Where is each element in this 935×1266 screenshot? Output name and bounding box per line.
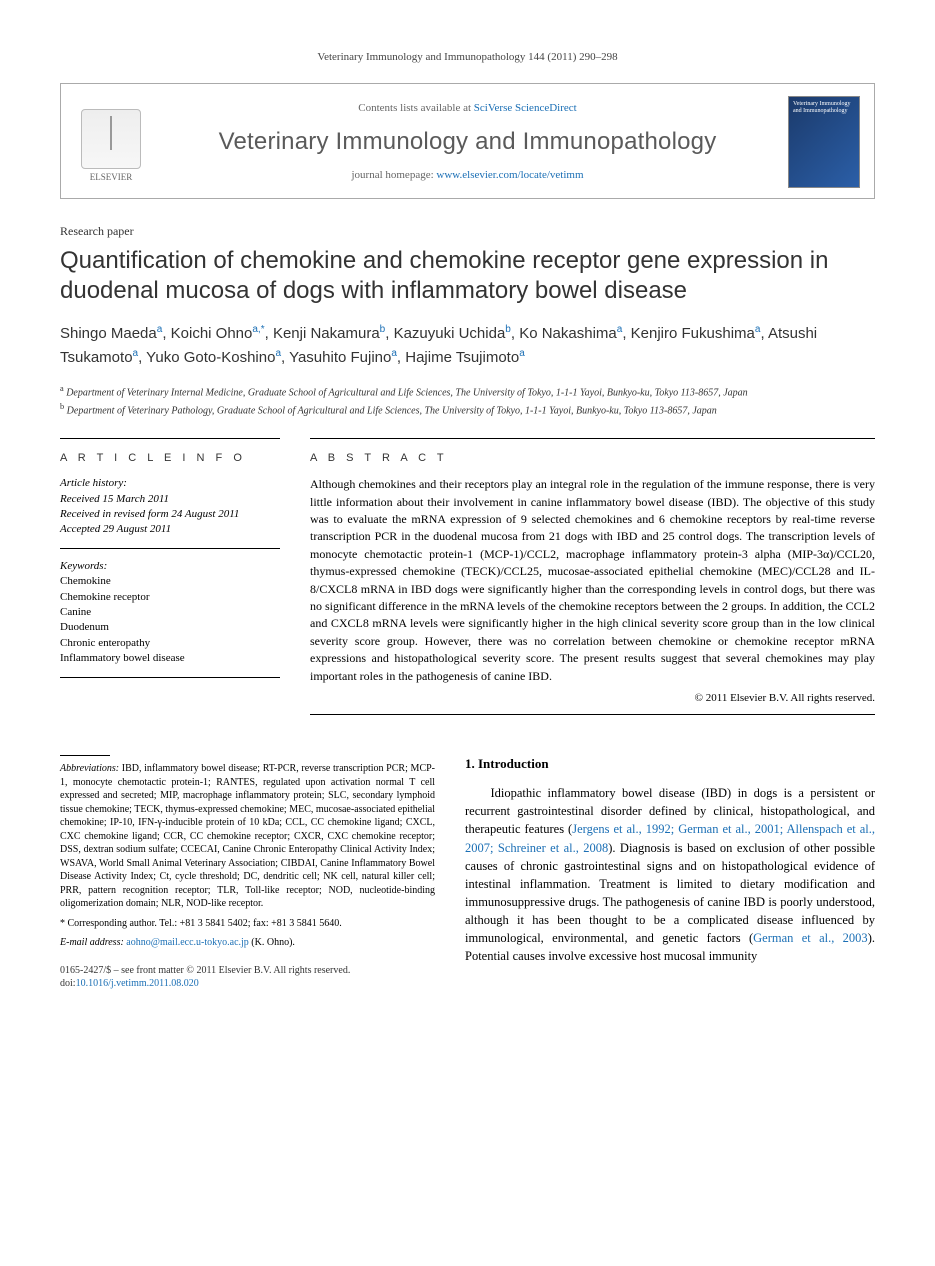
- abstract-heading: A B S T R A C T: [310, 451, 875, 466]
- abbr-label: Abbreviations:: [60, 763, 119, 774]
- journal-header-box: ELSEVIER Contents lists available at Sci…: [60, 83, 875, 199]
- affiliations: a Department of Veterinary Internal Medi…: [60, 383, 875, 418]
- history-line: Received 15 March 2011: [60, 492, 280, 507]
- journal-homepage-link[interactable]: www.elsevier.com/locate/vetimm: [436, 169, 583, 181]
- running-header: Veterinary Immunology and Immunopatholog…: [60, 50, 875, 65]
- article-info-heading: A R T I C L E I N F O: [60, 451, 280, 466]
- copyright-footer: 0165-2427/$ – see front matter © 2011 El…: [60, 964, 435, 990]
- abbreviations-footnote: Abbreviations: IBD, inflammatory bowel d…: [60, 762, 435, 911]
- publisher-name: ELSEVIER: [90, 171, 133, 184]
- article-type: Research paper: [60, 223, 875, 240]
- email-footnote: E-mail address: aohno@mail.ecc.u-tokyo.a…: [60, 936, 435, 950]
- article-history: Article history: Received 15 March 2011 …: [60, 476, 280, 549]
- introduction-column: 1. Introduction Idiopathic inflammatory …: [465, 755, 875, 990]
- email-owner: (K. Ohno).: [251, 937, 295, 948]
- contents-line: Contents lists available at SciVerse Sci…: [161, 101, 774, 116]
- corresponding-email-link[interactable]: aohno@mail.ecc.u-tokyo.ac.jp: [126, 937, 249, 948]
- author-list: Shingo Maedaa, Koichi Ohnoa,*, Kenji Nak…: [60, 322, 875, 369]
- abbr-text: IBD, inflammatory bowel disease; RT-PCR,…: [60, 763, 435, 909]
- journal-name: Veterinary Immunology and Immunopatholog…: [161, 125, 774, 159]
- citation-link[interactable]: German et al., 2003: [753, 931, 868, 945]
- corresponding-author-footnote: * Corresponding author. Tel.: +81 3 5841…: [60, 917, 435, 931]
- journal-homepage-line: journal homepage: www.elsevier.com/locat…: [161, 168, 774, 183]
- email-label: E-mail address:: [60, 937, 124, 948]
- elsevier-tree-icon: [81, 109, 141, 169]
- keyword: Canine: [60, 605, 280, 620]
- affiliation-line: a Department of Veterinary Internal Medi…: [60, 383, 875, 400]
- keywords-title: Keywords:: [60, 559, 280, 574]
- corr-label: * Corresponding author.: [60, 918, 157, 929]
- contents-prefix: Contents lists available at: [358, 102, 473, 114]
- doi-link[interactable]: 10.1016/j.vetimm.2011.08.020: [76, 978, 199, 989]
- history-line: Received in revised form 24 August 2011: [60, 507, 280, 522]
- introduction-paragraph: Idiopathic inflammatory bowel disease (I…: [465, 784, 875, 965]
- affiliation-line: b Department of Veterinary Pathology, Gr…: [60, 401, 875, 418]
- sciencedirect-link[interactable]: SciVerse ScienceDirect: [474, 102, 577, 114]
- footnotes-column: Abbreviations: IBD, inflammatory bowel d…: [60, 755, 435, 990]
- introduction-heading: 1. Introduction: [465, 755, 875, 774]
- history-title: Article history:: [60, 476, 280, 491]
- front-matter-line: 0165-2427/$ – see front matter © 2011 El…: [60, 964, 435, 977]
- keyword: Chemokine: [60, 574, 280, 589]
- abstract-copyright: © 2011 Elsevier B.V. All rights reserved…: [310, 691, 875, 706]
- homepage-prefix: journal homepage:: [351, 169, 436, 181]
- article-title: Quantification of chemokine and chemokin…: [60, 246, 875, 306]
- intro-text-2: ). Diagnosis is based on exclusion of ot…: [465, 841, 875, 946]
- keyword: Chemokine receptor: [60, 590, 280, 605]
- journal-cover-thumbnail: Veterinary Immunology and Immunopatholog…: [788, 96, 860, 188]
- history-line: Accepted 29 August 2011: [60, 522, 280, 537]
- keyword: Chronic enteropathy: [60, 636, 280, 651]
- abstract-text: Although chemokines and their receptors …: [310, 476, 875, 685]
- keywords-block: Keywords: Chemokine Chemokine receptor C…: [60, 559, 280, 667]
- doi-prefix: doi:: [60, 978, 76, 989]
- keyword: Duodenum: [60, 620, 280, 635]
- elsevier-logo: ELSEVIER: [75, 101, 147, 183]
- keyword: Inflammatory bowel disease: [60, 651, 280, 666]
- corr-text: Tel.: +81 3 5841 5402; fax: +81 3 5841 5…: [159, 918, 342, 929]
